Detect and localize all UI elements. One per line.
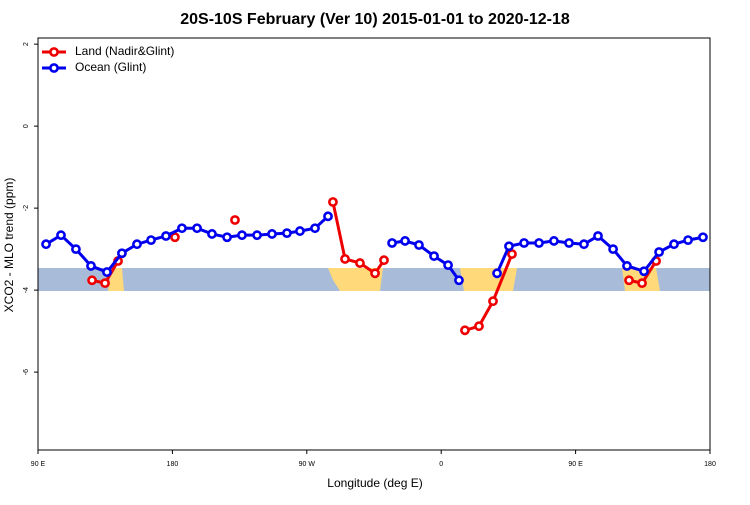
point xyxy=(654,247,664,257)
x-tick-label: 90 W xyxy=(299,461,316,468)
point xyxy=(474,321,484,332)
point xyxy=(549,236,559,246)
point xyxy=(170,232,180,243)
series-line xyxy=(91,201,658,332)
x-axis-label: Longitude (deg E) xyxy=(327,476,422,490)
point xyxy=(454,275,464,286)
point xyxy=(117,248,127,259)
point xyxy=(443,260,453,271)
point xyxy=(87,275,97,286)
point xyxy=(639,266,649,277)
point xyxy=(504,241,514,252)
y-tick-label: -4 xyxy=(23,287,30,293)
point xyxy=(683,235,693,246)
point xyxy=(146,235,156,246)
land-patch xyxy=(108,268,124,291)
point xyxy=(267,229,277,239)
point xyxy=(507,249,517,259)
point xyxy=(492,268,502,279)
point xyxy=(669,239,679,250)
point xyxy=(414,240,424,250)
point xyxy=(400,236,410,246)
point xyxy=(579,239,589,250)
point xyxy=(622,261,632,271)
point xyxy=(608,244,618,255)
y-tick-label: -2 xyxy=(23,205,30,211)
y-tick-label: 0 xyxy=(23,124,30,128)
point xyxy=(207,229,217,239)
point xyxy=(564,238,574,248)
y-tick-label: 2 xyxy=(23,42,30,46)
point xyxy=(71,244,81,255)
point xyxy=(488,296,498,307)
point xyxy=(534,238,544,248)
x-tick-label: 90 E xyxy=(31,461,46,468)
x-tick-label: 180 xyxy=(167,461,179,468)
point xyxy=(237,230,247,241)
point xyxy=(161,231,171,241)
x-tick-label: 180 xyxy=(704,461,716,468)
x-tick-label: 90 E xyxy=(568,461,583,468)
point xyxy=(387,238,397,248)
point xyxy=(379,255,389,266)
plot-frame xyxy=(37,37,711,451)
point xyxy=(222,232,232,243)
point xyxy=(323,211,333,222)
point xyxy=(519,238,529,248)
point xyxy=(86,261,96,271)
point xyxy=(698,232,708,243)
point xyxy=(177,223,187,234)
legend-marker xyxy=(49,63,59,73)
point xyxy=(429,251,439,261)
land-patch xyxy=(328,268,383,291)
point xyxy=(295,226,305,236)
point xyxy=(282,228,292,239)
point xyxy=(252,230,262,241)
point xyxy=(310,223,320,234)
point xyxy=(328,197,338,207)
point xyxy=(192,223,202,234)
chart-title: 20S-10S February (Ver 10) 2015-01-01 to … xyxy=(180,11,570,28)
y-axis-label: XCO2 - MLO trend (ppm) xyxy=(2,178,16,313)
point xyxy=(355,258,365,268)
point xyxy=(100,278,110,289)
x-tick-label: 0 xyxy=(439,461,443,468)
land-patch xyxy=(460,268,517,291)
point xyxy=(370,268,380,279)
point xyxy=(593,231,603,241)
legend-marker xyxy=(49,47,59,57)
point xyxy=(624,275,634,286)
point xyxy=(56,230,66,241)
point xyxy=(132,239,142,250)
point xyxy=(230,215,240,225)
legend-label: Land (Nadir&Glint) xyxy=(75,44,174,58)
point xyxy=(340,254,350,264)
y-tick-label: -6 xyxy=(23,369,30,375)
point xyxy=(102,267,112,277)
legend-label: Ocean (Glint) xyxy=(75,60,146,74)
point xyxy=(41,239,51,250)
point xyxy=(637,278,647,289)
point xyxy=(460,325,470,336)
